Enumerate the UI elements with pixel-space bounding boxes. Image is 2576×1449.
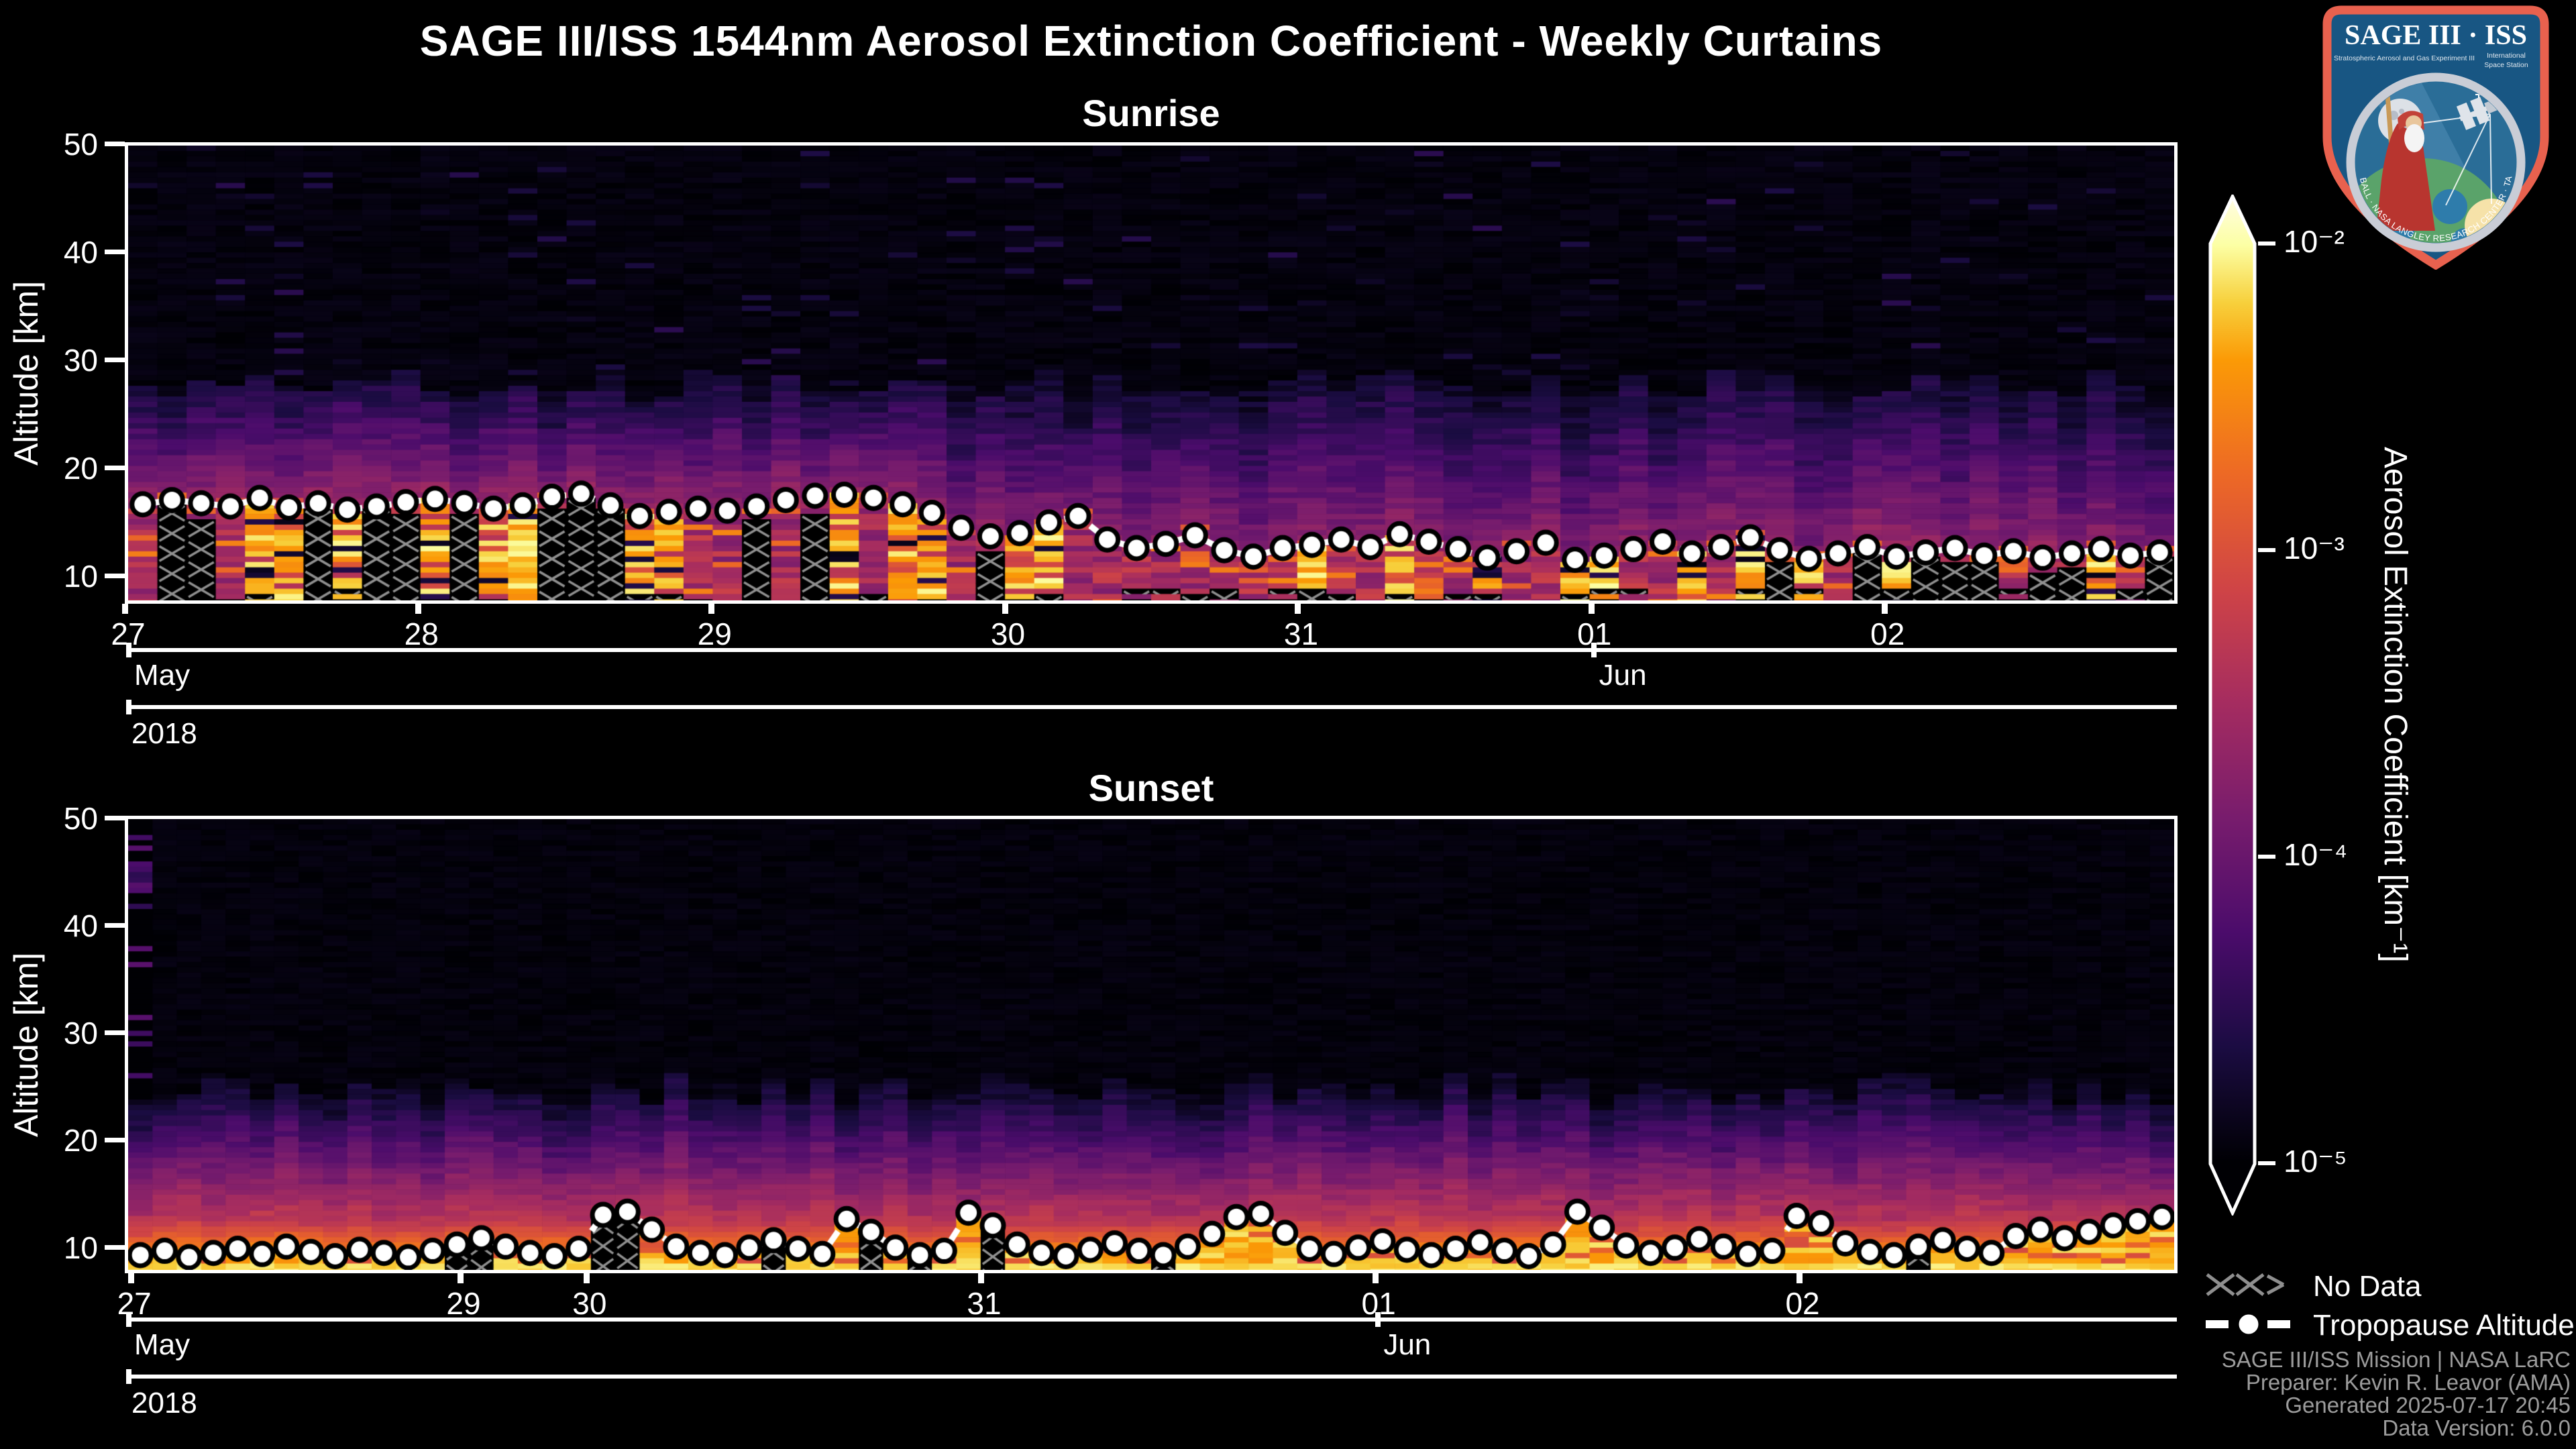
y-tick-label: 20 [63,1123,98,1158]
x-day-label: 30 [572,1286,607,1321]
sage-iii-iss-logo: SAGE III · ISS Stratospheric Aerosol and… [2322,5,2549,270]
x-day-tick [415,604,422,614]
y-tick [105,1138,125,1142]
x-day-tick [1373,1273,1379,1283]
x-day-tick [128,1273,135,1283]
month-label: Jun [1383,1328,1432,1361]
y-tick-label: 10 [63,559,98,594]
colorbar-tick [2258,1161,2275,1165]
logo-subtitle-left: Stratospheric Aerosol and Gas Experiment… [2334,54,2475,62]
logo-subtitle-right-1: International [2487,52,2526,60]
month-tick [1375,1312,1381,1327]
year-axis-line-sunrise [126,700,2177,714]
heatmap-panel-sunrise [125,142,2178,604]
y-tick [105,142,125,146]
no-data-hatch-icon [2206,1273,2285,1296]
x-day-tick [122,604,128,614]
attribution-line: SAGE III/ISS Mission | NASA LaRC [2221,1347,2571,1372]
attribution-line: Data Version: 6.0.0 [2382,1415,2571,1440]
page-title: SAGE III/ISS 1544nm Aerosol Extinction C… [419,17,1883,65]
colorbar-tick [2258,241,2275,246]
y-tick-label: 30 [63,343,98,378]
y-tick-label: 40 [63,908,98,943]
y-tick-label: 20 [63,451,98,486]
month-axis-line-sunrise [126,643,2177,657]
month-label: May [134,659,191,692]
y-tick [105,358,125,362]
month-tick [1591,643,1597,657]
y-tick-label: 50 [63,801,98,836]
colorbar-tick [2258,855,2275,859]
panel-title-sunset: Sunset [1088,767,1214,809]
month-tick [126,1312,131,1327]
month-tick [126,643,131,657]
x-day-label: 02 [1785,1286,1820,1321]
x-day-label: 29 [697,616,732,651]
y-tick [105,250,125,254]
attribution-block: SAGE III/ISS Mission | NASA LaRC Prepare… [1851,1348,2571,1440]
x-day-tick [1295,604,1301,614]
x-day-label: 29 [446,1286,481,1321]
y-tick [105,574,125,578]
x-day-label: 31 [967,1286,1002,1321]
y-tick [105,1245,125,1250]
x-day-tick [458,1273,464,1283]
logo-subtitle-right-2: Space Station [2484,61,2528,69]
heatmap-panel-sunset [125,816,2178,1273]
x-day-label: 30 [990,616,1026,651]
year-label-sunrise: 2018 [131,717,197,750]
y-tick-label: 40 [63,235,98,270]
x-day-tick [708,604,715,614]
year-tick [126,700,131,714]
year-tick [126,1369,131,1384]
x-axis-sunrise: 27 28 29 30 31 01 02 [111,604,2178,657]
attribution-line: Generated 2025-07-17 20:45 [2285,1393,2571,1417]
y-tick-label: 30 [63,1016,98,1051]
x-day-tick [1002,604,1008,614]
colorbar-label: Aerosol Extinction Coefficient [km⁻¹] [2377,446,2413,963]
colorbar-tick [2258,548,2275,552]
colorbar-tick-label: 10⁻⁴ [2284,837,2348,872]
panel-title-sunrise: Sunrise [1082,92,1220,134]
x-day-label: 31 [1283,616,1319,651]
y-tick [105,816,125,820]
logo-wizard [2376,123,2435,231]
tropopause-line-icon [2206,1312,2290,1336]
x-day-tick [978,1273,985,1283]
x-day-label: 02 [1870,616,1905,651]
x-day-tick [1796,1273,1803,1283]
logo-title: SAGE III · ISS [2345,20,2527,51]
month-axis-line-sunset [126,1312,2177,1327]
y-tick [105,923,125,928]
heatmap-canvas-sunset [128,819,2174,1270]
x-day-tick [1588,604,1595,614]
heatmap-canvas-sunrise [128,146,2174,600]
month-label: Jun [1599,659,1647,692]
month-label: May [134,1328,191,1361]
colorbar-tick-label: 10⁻⁵ [2284,1144,2347,1179]
x-day-tick [583,1273,590,1283]
year-axis-line-sunset [126,1369,2177,1384]
y-tick [105,466,125,470]
x-day-label: 27 [117,1286,152,1321]
y-tick-label: 10 [63,1230,98,1265]
y-tick-label: 50 [63,127,98,162]
attribution-line: Preparer: Kevin R. Leavor (AMA) [2245,1370,2571,1395]
colorbar-tick-label: 10⁻² [2284,224,2345,259]
y-tick [105,1030,125,1035]
legend-tropopause-label: Tropopause Altitude [2313,1309,2575,1342]
x-day-tick [1881,604,1888,614]
legend-no-data-label: No Data [2313,1270,2422,1303]
year-label-sunset: 2018 [131,1387,197,1419]
colorbar-gradient-arrow [2208,195,2257,1216]
x-day-label: 28 [404,616,439,651]
colorbar-tick-label: 10⁻³ [2284,531,2345,566]
colorbar [2208,195,2257,1216]
